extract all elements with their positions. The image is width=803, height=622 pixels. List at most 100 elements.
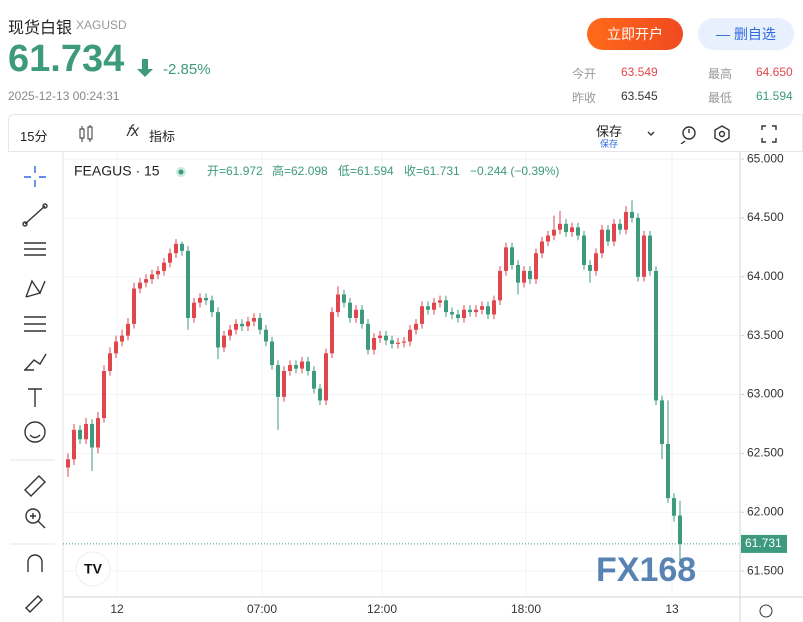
candle-body xyxy=(384,335,388,341)
candle-body xyxy=(348,302,352,318)
current-price-label: 61.731 xyxy=(745,536,782,550)
price: 61.734 xyxy=(8,38,125,80)
candle-body xyxy=(330,312,334,354)
candle-body xyxy=(576,227,580,236)
candle-body xyxy=(390,340,394,344)
tv-logo xyxy=(75,551,111,587)
candle-body xyxy=(264,329,268,342)
candle-body xyxy=(276,365,280,397)
candle-body xyxy=(666,443,670,499)
open-account-button[interactable]: 立即开户 xyxy=(587,18,683,50)
y-tick-label: 63.000 xyxy=(747,387,784,401)
candle-body xyxy=(168,253,172,263)
timestamp: 2025-12-13 00:24:31 xyxy=(8,89,120,103)
candle-body xyxy=(672,498,676,516)
stat-label: 今开 xyxy=(572,67,597,81)
candle-body xyxy=(504,247,508,271)
y-tick-label: 62.500 xyxy=(747,446,784,460)
settings-icon[interactable] xyxy=(759,604,773,618)
candle-body xyxy=(480,306,484,310)
candle-body xyxy=(648,235,652,271)
candle-body xyxy=(534,253,538,280)
x-tick-label: 12:00 xyxy=(367,602,397,616)
candle-body xyxy=(174,243,178,254)
change: -2.85% xyxy=(163,61,211,78)
candle-body xyxy=(630,212,634,218)
candle-body xyxy=(252,317,256,322)
candle-body xyxy=(450,312,454,315)
candle-body xyxy=(558,223,562,230)
minus: — xyxy=(716,26,734,42)
candle-body xyxy=(132,288,136,324)
save-sub: 保存 xyxy=(600,139,619,149)
candle-body xyxy=(588,265,592,271)
candle-body xyxy=(120,335,124,342)
candle-body xyxy=(78,429,82,440)
candle-body xyxy=(102,370,106,419)
y-tick-label: 64.500 xyxy=(747,210,784,224)
x-tick-label: 12 xyxy=(110,602,124,616)
candle-body xyxy=(396,342,400,344)
candle-body xyxy=(654,270,658,401)
asset-symbol: XAGUSD xyxy=(76,18,127,32)
candle-body xyxy=(420,306,424,324)
candle-body xyxy=(150,274,154,280)
candle-body xyxy=(594,253,598,271)
fx-icon: 𝑓x xyxy=(126,123,139,140)
y-tick-label: 63.500 xyxy=(747,328,784,342)
candle-body xyxy=(342,294,346,303)
candle-body xyxy=(372,338,376,350)
candle-body xyxy=(108,353,112,371)
candle-body xyxy=(234,323,238,330)
candle-body xyxy=(162,262,166,271)
stat-value: 61.594 xyxy=(756,89,793,103)
ohlc-info: 高=62.098 xyxy=(272,163,328,178)
candle-body xyxy=(324,353,328,401)
candle-body xyxy=(606,229,610,242)
candle-body xyxy=(126,323,130,336)
candle-body xyxy=(660,400,664,444)
candle-body xyxy=(570,227,574,233)
candle-body xyxy=(228,329,232,336)
candle-body xyxy=(306,361,310,371)
candle-body xyxy=(492,300,496,315)
candle-body xyxy=(582,235,586,266)
candle-body xyxy=(528,270,532,280)
candle-body xyxy=(192,302,196,318)
candle-body xyxy=(474,309,478,313)
candle-body xyxy=(138,282,142,289)
interval[interactable]: 15分 xyxy=(20,129,48,144)
candle-body xyxy=(156,270,160,275)
y-tick-label: 62.000 xyxy=(747,504,784,518)
ohlc-info: −0.244 (−0.39%) xyxy=(470,164,559,178)
y-tick-label: 65.000 xyxy=(747,152,784,165)
candle-body xyxy=(270,341,274,366)
candle-body xyxy=(414,323,418,330)
stat-value: 64.650 xyxy=(756,65,793,79)
indicators[interactable]: 指标 xyxy=(149,129,176,144)
remove-watch-label: 删自选 xyxy=(733,26,776,42)
x-tick-label: 07:00 xyxy=(247,602,277,616)
ohlc-info: 低=61.594 xyxy=(338,164,394,178)
chart: FX168 61.731 FEAGUS · 15 TV 开=61.972 高=62.… xyxy=(62,152,803,622)
candle-body xyxy=(426,306,430,310)
candle-type-icon[interactable] xyxy=(76,124,96,144)
candle-body xyxy=(66,459,70,468)
candle-body xyxy=(462,309,466,318)
candle-body xyxy=(498,270,502,301)
candle-body xyxy=(300,361,304,369)
status-dot xyxy=(178,169,184,175)
candle-body xyxy=(624,212,628,230)
candle-body xyxy=(222,335,226,348)
candle-body xyxy=(378,335,382,339)
remove-watch-button[interactable]: — 删自选 xyxy=(698,18,794,50)
y-tick-label: 64.000 xyxy=(747,269,784,283)
candle-body xyxy=(360,309,364,324)
candle-body xyxy=(468,309,472,313)
stat-value: 63.545 xyxy=(621,89,658,103)
candle-body xyxy=(294,365,298,369)
candle-body xyxy=(180,243,184,251)
save[interactable]: 保存 xyxy=(596,124,623,139)
ohlc-info: 开=61.972 xyxy=(207,164,263,178)
